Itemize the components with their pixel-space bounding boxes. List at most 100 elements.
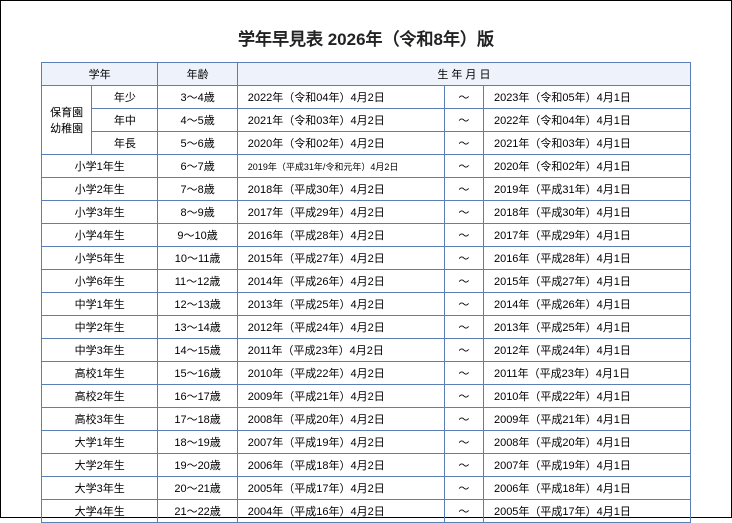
table-row: 大学3年生20～21歳2005年（平成17年）4月2日～2006年（平成18年）… [42, 477, 691, 500]
age-cell: 20～21歳 [158, 477, 237, 500]
tilde: ～ [444, 201, 483, 224]
birth-end: 2015年（平成27年）4月1日 [483, 270, 690, 293]
birth-start: 2015年（平成27年）4月2日 [237, 247, 444, 270]
birth-end: 2017年（平成29年）4月1日 [483, 224, 690, 247]
birth-start: 2011年（平成23年）4月2日 [237, 339, 444, 362]
birth-end: 2005年（平成17年）4月1日 [483, 500, 690, 523]
birth-end: 2008年（平成20年）4月1日 [483, 431, 690, 454]
tilde: ～ [444, 178, 483, 201]
age-cell: 13～14歳 [158, 316, 237, 339]
age-cell: 10～11歳 [158, 247, 237, 270]
birth-start: 2006年（平成18年）4月2日 [237, 454, 444, 477]
grade-cell: 小学3年生 [42, 201, 158, 224]
tilde: ～ [444, 385, 483, 408]
age-cell: 19～20歳 [158, 454, 237, 477]
grade-cell: 高校3年生 [42, 408, 158, 431]
birth-start: 2010年（平成22年）4月2日 [237, 362, 444, 385]
grade-cell: 大学3年生 [42, 477, 158, 500]
tilde: ～ [444, 109, 483, 132]
age-cell: 7～8歳 [158, 178, 237, 201]
table-row: 中学3年生14～15歳2011年（平成23年）4月2日～2012年（平成24年）… [42, 339, 691, 362]
age-cell: 4～5歳 [158, 109, 237, 132]
header-age: 年齢 [158, 63, 237, 86]
table-row: 大学4年生21～22歳2004年（平成16年）4月2日～2005年（平成17年）… [42, 500, 691, 523]
tilde: ～ [444, 339, 483, 362]
birth-start: 2007年（平成19年）4月2日 [237, 431, 444, 454]
grade-cell: 中学3年生 [42, 339, 158, 362]
grade-table: 学年 年齢 生 年 月 日 保育園幼稚園年少3～4歳2022年（令和04年）4月… [41, 62, 691, 523]
tilde: ～ [444, 293, 483, 316]
age-cell: 15～16歳 [158, 362, 237, 385]
grade-sub: 年中 [92, 109, 158, 132]
birth-start: 2018年（平成30年）4月2日 [237, 178, 444, 201]
tilde: ～ [444, 316, 483, 339]
grade-cell: 大学4年生 [42, 500, 158, 523]
table-row: 小学6年生11～12歳2014年（平成26年）4月2日～2015年（平成27年）… [42, 270, 691, 293]
tilde: ～ [444, 431, 483, 454]
birth-end: 2012年（平成24年）4月1日 [483, 339, 690, 362]
age-cell: 9～10歳 [158, 224, 237, 247]
grade-cell: 高校2年生 [42, 385, 158, 408]
birth-start: 2021年（令和03年）4月2日 [237, 109, 444, 132]
table-row: 小学4年生9～10歳2016年（平成28年）4月2日～2017年（平成29年）4… [42, 224, 691, 247]
grade-cell: 中学1年生 [42, 293, 158, 316]
age-cell: 8～9歳 [158, 201, 237, 224]
grade-cell: 高校1年生 [42, 362, 158, 385]
birth-start: 2019年（平成31年/令和元年）4月2日 [237, 155, 444, 178]
grade-cell: 大学2年生 [42, 454, 158, 477]
tilde: ～ [444, 155, 483, 178]
table-row: 高校2年生16～17歳2009年（平成21年）4月2日～2010年（平成22年）… [42, 385, 691, 408]
grade-sub: 年長 [92, 132, 158, 155]
grade-cell: 大学1年生 [42, 431, 158, 454]
birth-end: 2014年（平成26年）4月1日 [483, 293, 690, 316]
header-grade: 学年 [42, 63, 158, 86]
tilde: ～ [444, 86, 483, 109]
birth-start: 2017年（平成29年）4月2日 [237, 201, 444, 224]
table-row: 中学2年生13～14歳2012年（平成24年）4月2日～2013年（平成25年）… [42, 316, 691, 339]
birth-end: 2013年（平成25年）4月1日 [483, 316, 690, 339]
birth-end: 2016年（平成28年）4月1日 [483, 247, 690, 270]
grade-cell: 中学2年生 [42, 316, 158, 339]
birth-start: 2004年（平成16年）4月2日 [237, 500, 444, 523]
birth-start: 2016年（平成28年）4月2日 [237, 224, 444, 247]
tilde: ～ [444, 454, 483, 477]
tilde: ～ [444, 247, 483, 270]
age-cell: 21～22歳 [158, 500, 237, 523]
grade-cell: 小学1年生 [42, 155, 158, 178]
birth-end: 2006年（平成18年）4月1日 [483, 477, 690, 500]
kindergarten-label: 保育園幼稚園 [42, 86, 92, 155]
birth-start: 2022年（令和04年）4月2日 [237, 86, 444, 109]
birth-end: 2022年（令和04年）4月1日 [483, 109, 690, 132]
page-title: 学年早見表 2026年（令和8年）版 [41, 25, 691, 50]
birth-start: 2009年（平成21年）4月2日 [237, 385, 444, 408]
birth-start: 2008年（平成20年）4月2日 [237, 408, 444, 431]
table-row: 大学2年生19～20歳2006年（平成18年）4月2日～2007年（平成19年）… [42, 454, 691, 477]
table-row: 高校3年生17～18歳2008年（平成20年）4月2日～2009年（平成21年）… [42, 408, 691, 431]
age-cell: 14～15歳 [158, 339, 237, 362]
tilde: ～ [444, 500, 483, 523]
grade-sub: 年少 [92, 86, 158, 109]
table-row: 高校1年生15～16歳2010年（平成22年）4月2日～2011年（平成23年）… [42, 362, 691, 385]
age-cell: 5～6歳 [158, 132, 237, 155]
age-cell: 11～12歳 [158, 270, 237, 293]
birth-end: 2018年（平成30年）4月1日 [483, 201, 690, 224]
table-row: 小学2年生7～8歳2018年（平成30年）4月2日～2019年（平成31年）4月… [42, 178, 691, 201]
birth-end: 2010年（平成22年）4月1日 [483, 385, 690, 408]
birth-start: 2020年（令和02年）4月2日 [237, 132, 444, 155]
birth-end: 2011年（平成23年）4月1日 [483, 362, 690, 385]
tilde: ～ [444, 477, 483, 500]
age-cell: 17～18歳 [158, 408, 237, 431]
grade-cell: 小学6年生 [42, 270, 158, 293]
birth-start: 2013年（平成25年）4月2日 [237, 293, 444, 316]
birth-end: 2021年（令和03年）4月1日 [483, 132, 690, 155]
grade-cell: 小学5年生 [42, 247, 158, 270]
age-cell: 6～7歳 [158, 155, 237, 178]
tilde: ～ [444, 224, 483, 247]
table-row: 大学1年生18～19歳2007年（平成19年）4月2日～2008年（平成20年）… [42, 431, 691, 454]
age-cell: 3～4歳 [158, 86, 237, 109]
table-row: 中学1年生12～13歳2013年（平成25年）4月2日～2014年（平成26年）… [42, 293, 691, 316]
age-cell: 12～13歳 [158, 293, 237, 316]
birth-end: 2007年（平成19年）4月1日 [483, 454, 690, 477]
birth-end: 2020年（令和02年）4月1日 [483, 155, 690, 178]
birth-start: 2005年（平成17年）4月2日 [237, 477, 444, 500]
